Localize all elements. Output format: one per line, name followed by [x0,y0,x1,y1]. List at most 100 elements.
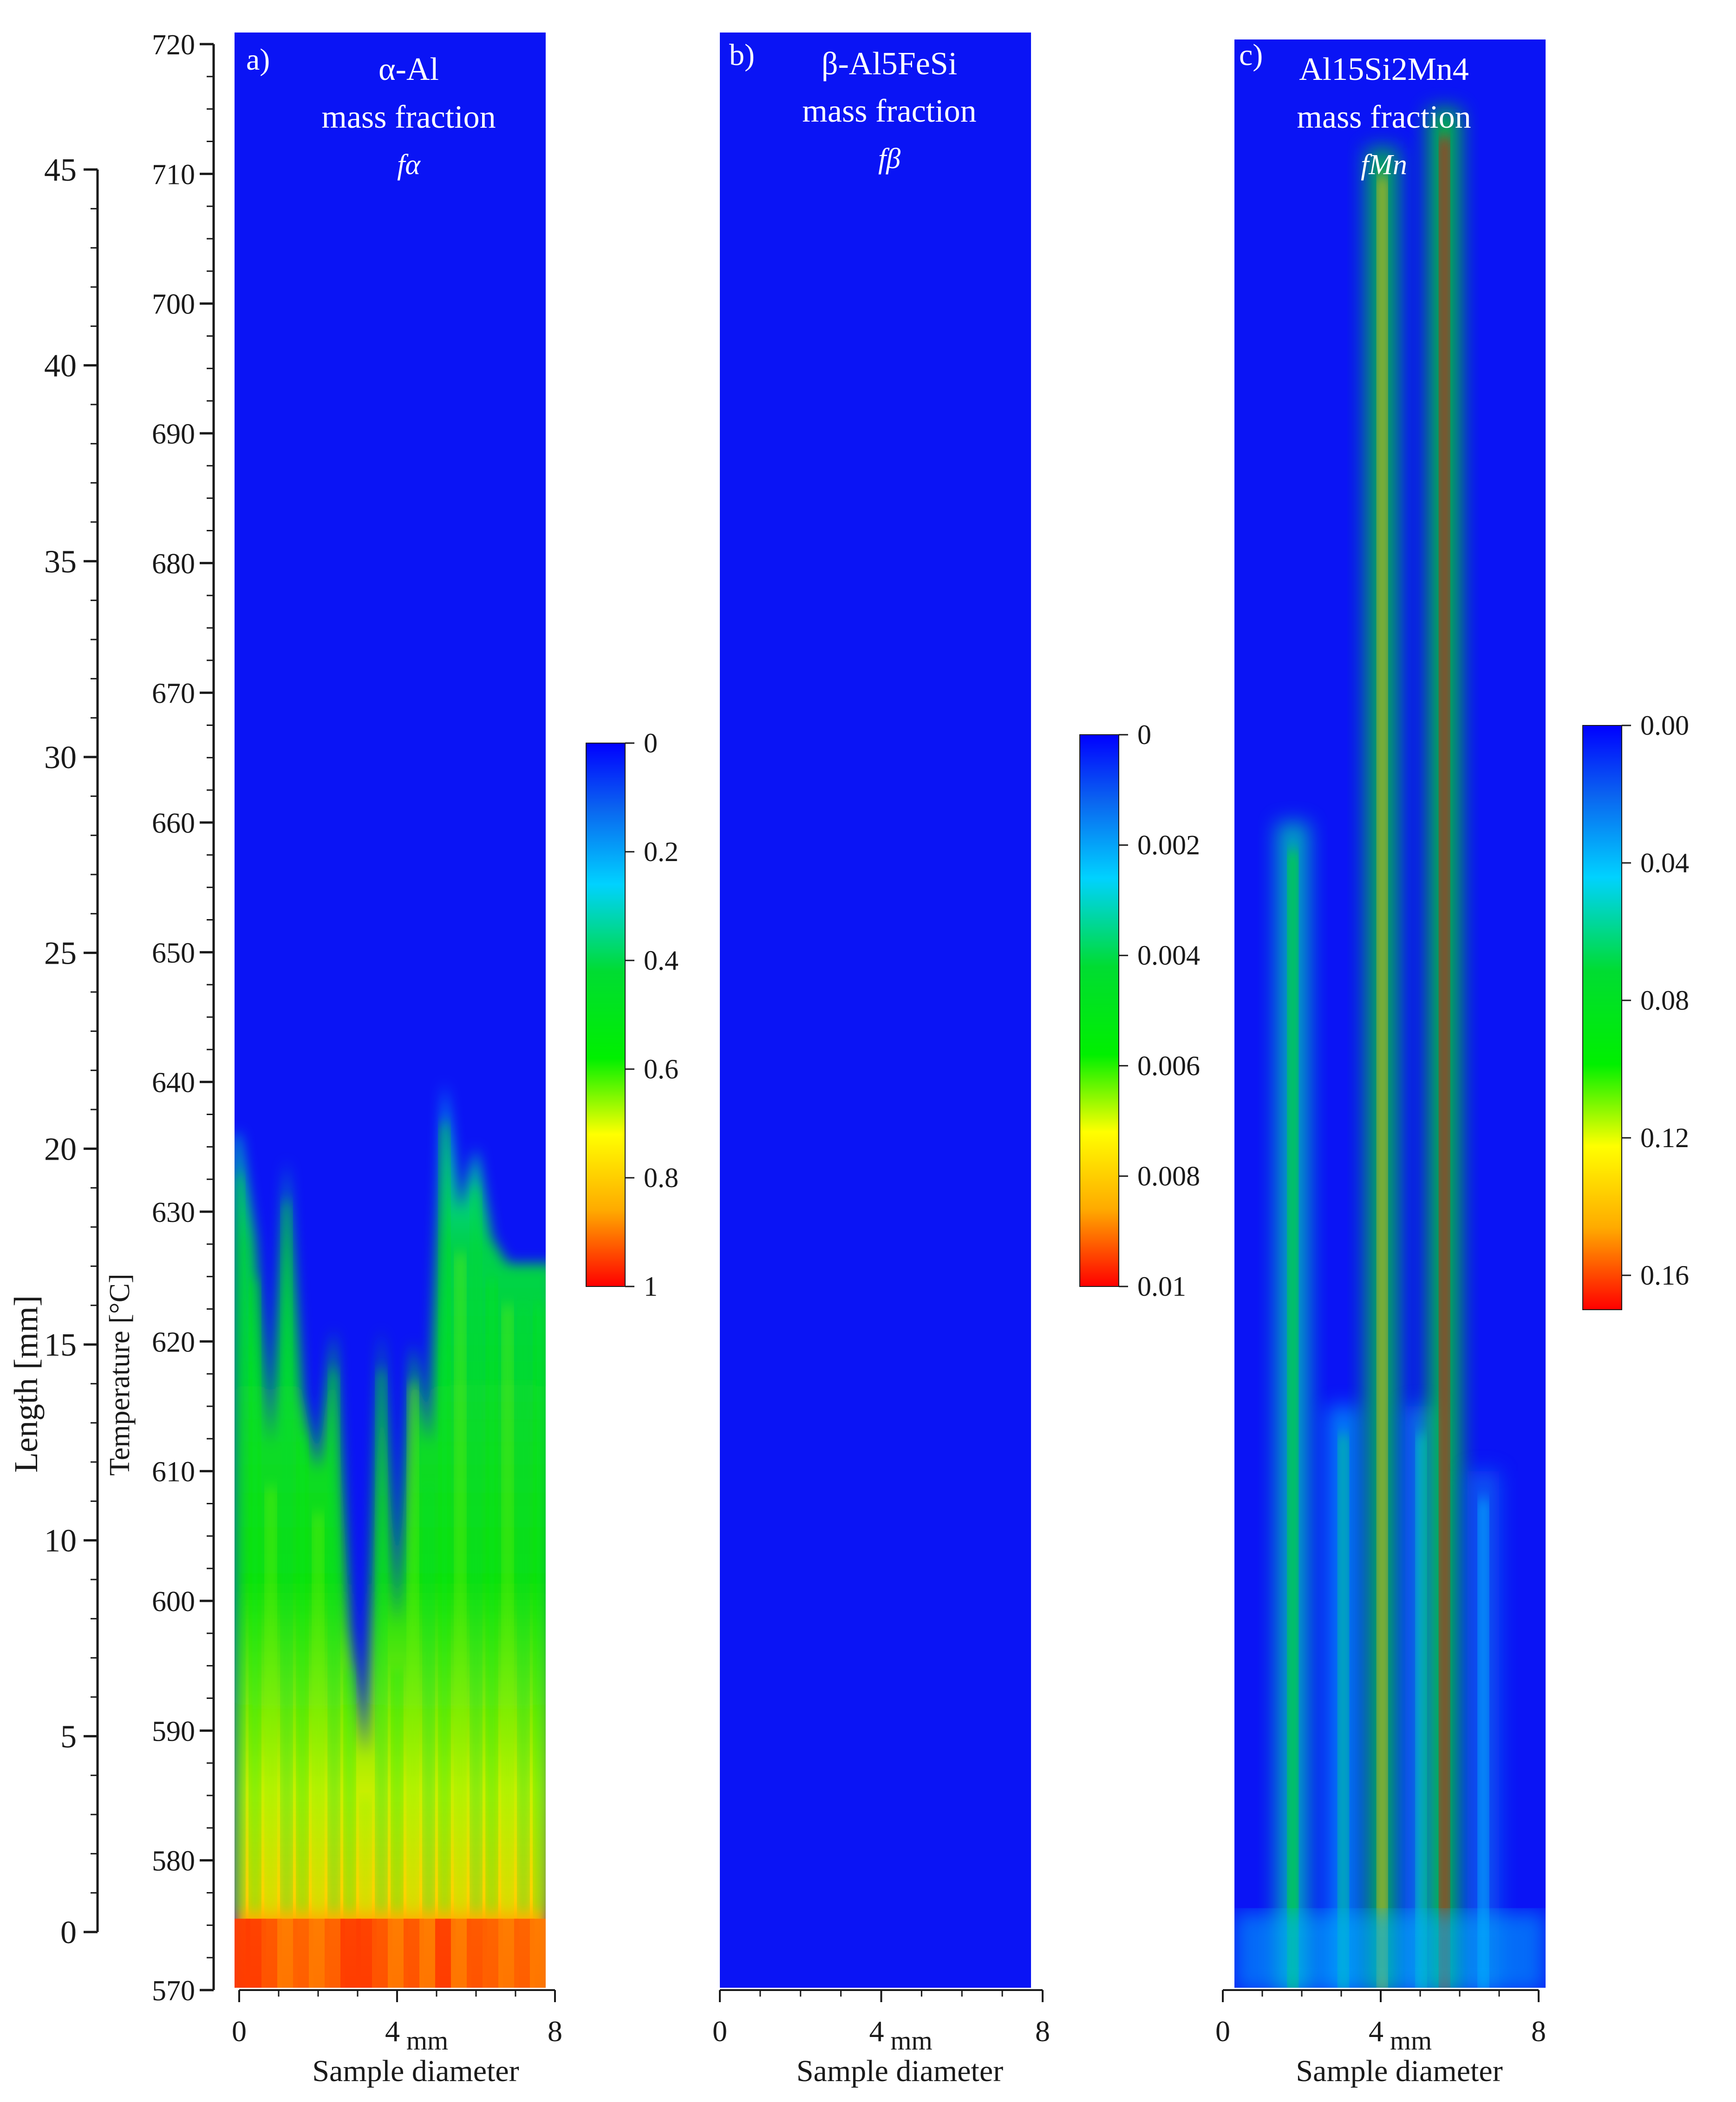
length-tick-label: 20 [44,1131,77,1167]
x-axis-label: Sample diameter [1296,2054,1502,2088]
mn-phase-streak-core [1288,850,1297,1988]
mn-phase-streak-core [1417,1434,1425,1988]
colorbar-tick-label: 0.2 [644,836,679,867]
alpha-al-ridge [266,1487,275,1913]
panel-a-subtitle: mass fraction [321,99,496,135]
colorbar-tick-label: 0.16 [1640,1260,1689,1291]
colorbar-tick-label: 0.8 [644,1162,679,1193]
panel-c-symbol: fMn [1361,149,1407,181]
alpha-al-ridge [298,1435,307,1913]
colorbar-tick-label: 0.08 [1640,985,1689,1016]
length-tick-label: 10 [44,1523,77,1559]
panel-a-symbol: fα [397,149,421,181]
alpha-al-ridge [487,1279,496,1913]
x-tick-label: 0 [712,2015,727,2048]
x-unit-label: mm [890,2025,932,2056]
panel-c-letter: c) [1239,38,1263,72]
colorbar-gradient [586,743,626,1287]
x-tick-label: 4 [1369,2015,1384,2048]
panel-b: b) β-Al5FeSi mass fraction fβ 0 0.002 0.00… [712,33,1200,2088]
panel-a-title: α-Al [379,52,439,87]
colorbar-tick-label: 0.00 [1640,710,1689,741]
panel-b-title: β-Al5FeSi [822,46,957,82]
length-tick-label: 25 [44,936,77,972]
x-axis-label: Sample diameter [796,2054,1003,2088]
temperature-tick-label: 700 [152,289,195,320]
length-tick-label: 5 [60,1719,77,1755]
colorbar-tick-label: 0.008 [1137,1161,1200,1191]
alpha-al-base-cell [530,1919,546,1988]
colorbar-tick-label: 0.04 [1640,848,1689,878]
length-tick-label: 45 [44,152,77,188]
panel-c-colorbar: 0.00 0.04 0.08 0.12 0.16 [1582,710,1689,1310]
alpha-al-ridge [313,1513,323,1913]
panel-b-colorbar: 0 0.002 0.004 0.006 0.008 0.01 [1079,719,1200,1302]
temperature-tick-label: 670 [152,678,195,710]
panel-b-subtitle: mass fraction [802,93,976,129]
alpha-al-ridge [361,1798,370,1913]
x-unit-label: mm [406,2025,448,2056]
temperature-tick-label: 710 [152,159,195,190]
x-tick-label: 0 [1215,2015,1230,2048]
colorbar-tick-label: 0.002 [1137,830,1200,861]
temperature-tick-label: 630 [152,1197,195,1228]
x-axis-label: Sample diameter [312,2054,519,2088]
alpha-al-ridge [282,1201,291,1913]
temperature-tick-label: 610 [152,1456,195,1488]
alpha-al-ridge [329,1370,339,1913]
length-tick-label: 40 [44,348,77,384]
temperature-tick-label: 680 [152,548,195,580]
alpha-al-ridge [424,1487,433,1913]
alpha-al-ridge [392,1668,402,1913]
length-tick-label: 30 [44,740,77,776]
colorbar-gradient [1582,725,1622,1310]
temperature-tick-label: 620 [152,1326,195,1358]
mn-phase-streak-core [1479,1499,1488,1988]
x-tick-label: 0 [232,2015,247,2048]
panel-a: a) α-Al mass fraction fα 00.20.40.60.81 … [232,33,679,2088]
temperature-tick-label: 600 [152,1586,195,1618]
panel-a-colorbar: 0 0.2 0.4 0.6 0.8 1 [586,728,679,1302]
length-tick-label: 15 [44,1327,77,1363]
alpha-al-ridge [535,1305,544,1913]
alpha-al-ridge [250,1279,260,1913]
x-unit-label: mm [1390,2025,1432,2056]
alpha-al-ridge [471,1188,481,1913]
temperature-tick-label: 660 [152,808,195,839]
length-tick-label: 35 [44,544,77,580]
colorbar-tick-label: 0.004 [1137,940,1200,971]
x-tick-label: 8 [1035,2015,1050,2048]
length-axis-label: Length [mm] [7,1295,45,1473]
x-tick-label: 8 [548,2015,562,2048]
length-axis: 0 5 10 15 20 25 30 35 40 45 [44,152,99,1951]
panel-b-field [720,33,1031,1988]
alpha-al-solid-region [235,1082,546,1988]
x-tick-label: 4 [385,2015,400,2048]
length-tick-label: 0 [60,1915,77,1951]
panel-c: c) Al15Si2Mn4 mass fraction fMn 0.00 0.04… [1215,38,1689,2088]
x-tick-label: 4 [869,2015,884,2048]
temperature-tick-label: 580 [152,1846,195,1877]
colorbar-tick-label: 0 [1137,719,1151,750]
panel-b-symbol: fβ [878,143,901,175]
alpha-al-ridge [235,1175,244,1913]
colorbar-tick-label: 0.01 [1137,1271,1186,1302]
colorbar-tick-label: 0.12 [1640,1123,1689,1153]
temperature-tick-label: 590 [152,1716,195,1747]
mn-phase-streak-core [1339,1434,1348,1988]
temperature-tick-label: 640 [152,1067,195,1099]
temperature-axis-label: Temperature [°C] [104,1273,136,1475]
temperature-tick-label: 720 [152,29,195,61]
alpha-al-ridge [440,1123,449,1913]
alpha-al-ridge [377,1370,386,1913]
alpha-al-ridge [503,1305,512,1913]
colorbar-tick-label: 1 [644,1271,658,1302]
colorbar-tick-label: 0.006 [1137,1051,1200,1081]
alpha-al-ridge [345,1668,354,1913]
panel-b-letter: b) [729,38,755,72]
colorbar-tick-label: 0.4 [644,945,679,976]
